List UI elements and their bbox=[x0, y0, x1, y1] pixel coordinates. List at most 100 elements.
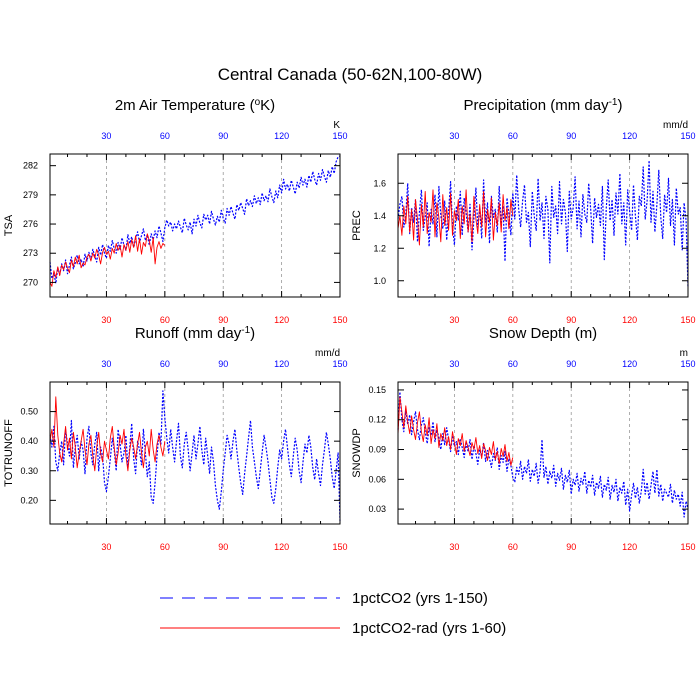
plot-frame bbox=[49, 153, 341, 298]
x-tick-label-top: 90 bbox=[218, 359, 228, 369]
unit-label: K bbox=[333, 120, 340, 131]
x-tick-label-bottom: 150 bbox=[332, 315, 347, 325]
panel-title-main: Precipitation (mm day bbox=[464, 97, 610, 114]
series-1pctco2-rad-line bbox=[49, 396, 166, 472]
x-tick-label-top: 150 bbox=[680, 131, 695, 141]
x-tick-label-bottom: 30 bbox=[449, 315, 459, 325]
panel-title-main: Runoff (mm day bbox=[135, 325, 242, 342]
x-tick-label-bottom: 30 bbox=[101, 542, 111, 552]
y-tick-label: 0.20 bbox=[20, 495, 38, 505]
x-tick-label-top: 90 bbox=[566, 131, 576, 141]
x-tick-label-bottom: 150 bbox=[332, 542, 347, 552]
x-tick-label-top: 30 bbox=[101, 131, 111, 141]
panel-title-end: ) bbox=[250, 325, 255, 342]
y-tick-label: 1.6 bbox=[373, 178, 386, 188]
x-tick-label-top: 60 bbox=[160, 131, 170, 141]
plot-frame bbox=[49, 381, 341, 525]
panel-prec: Precipitation (mm day-1) 30 30 60 60 90 90 120 1… bbox=[351, 97, 696, 326]
legend-label: 1pctCO2-rad (yrs 1-60) bbox=[352, 620, 506, 637]
panel-title-sup: -1 bbox=[241, 325, 250, 336]
series-1pctco2-rad-line bbox=[397, 396, 514, 466]
x-tick-label-bottom: 120 bbox=[274, 542, 289, 552]
panel-title-end: ) bbox=[617, 97, 622, 114]
series-1pctco2-rad-line bbox=[49, 233, 166, 287]
y-axis-label: TOTRUNOFF bbox=[3, 419, 15, 487]
legend-item: 1pctCO2 (yrs 1-150) bbox=[160, 590, 488, 607]
y-axis-label: TSA bbox=[3, 214, 15, 236]
y-tick-label: 0.30 bbox=[20, 466, 38, 476]
y-axis-label: PREC bbox=[351, 210, 363, 241]
x-tick-label-top: 30 bbox=[449, 131, 459, 141]
x-tick-label-bottom: 60 bbox=[160, 315, 170, 325]
y-tick-label: 0.40 bbox=[20, 436, 38, 446]
x-tick-label-bottom: 60 bbox=[508, 542, 518, 552]
x-tick-label-bottom: 90 bbox=[218, 542, 228, 552]
x-tick-label-top: 120 bbox=[274, 131, 289, 141]
x-tick-label-bottom: 120 bbox=[622, 315, 637, 325]
panel-totrunoff: Runoff (mm day-1) 30 30 60 60 90 90 120 120 150 15… bbox=[3, 325, 348, 553]
y-tick-label: 273 bbox=[23, 248, 38, 258]
x-tick-label-bottom: 120 bbox=[274, 315, 289, 325]
series-1pctco2-line bbox=[397, 391, 689, 518]
x-tick-label-bottom: 90 bbox=[566, 315, 576, 325]
x-tick-label-bottom: 90 bbox=[566, 542, 576, 552]
series-1pctco2-line bbox=[49, 155, 341, 284]
panel-title-sup: -1 bbox=[609, 97, 618, 108]
x-tick-label-top: 90 bbox=[566, 359, 576, 369]
legend: 1pctCO2 (yrs 1-150) 1pctCO2-rad (yrs 1-60… bbox=[160, 590, 506, 637]
x-tick-label-top: 60 bbox=[508, 131, 518, 141]
y-tick-label: 270 bbox=[23, 277, 38, 287]
panel-title: Precipitation (mm day-1) bbox=[464, 97, 623, 115]
panel-title: Snow Depth (m) bbox=[489, 325, 597, 342]
y-tick-label: 276 bbox=[23, 219, 38, 229]
y-axis-label: SNOWDP bbox=[351, 428, 363, 478]
x-tick-label-top: 60 bbox=[508, 359, 518, 369]
plot-frame bbox=[397, 381, 689, 525]
y-tick-label: 1.4 bbox=[373, 211, 386, 221]
series-1pctco2-line bbox=[49, 390, 341, 522]
y-tick-label: 0.06 bbox=[368, 474, 386, 484]
panel-tsa: 2m Air Temperature (oK) 30 30 60 60 90 90 120 12… bbox=[3, 97, 348, 326]
y-tick-label: 0.09 bbox=[368, 445, 386, 455]
unit-label: mm/d bbox=[315, 348, 340, 359]
panel-title-main: 2m Air Temperature ( bbox=[115, 97, 255, 114]
y-tick-label: 0.03 bbox=[368, 504, 386, 514]
y-tick-label: 0.12 bbox=[368, 415, 386, 425]
x-tick-label-top: 150 bbox=[332, 359, 347, 369]
x-tick-label-top: 30 bbox=[449, 359, 459, 369]
panel-title-sup: o bbox=[255, 97, 261, 108]
x-tick-label-bottom: 150 bbox=[680, 542, 695, 552]
x-tick-label-top: 90 bbox=[218, 131, 228, 141]
y-tick-label: 282 bbox=[23, 161, 38, 171]
series-1pctco2-line bbox=[397, 159, 689, 288]
x-tick-label-top: 150 bbox=[680, 359, 695, 369]
y-tick-label: 1.2 bbox=[373, 243, 386, 253]
panel-title: Runoff (mm day-1) bbox=[135, 325, 255, 343]
series-1pctco2-rad-line bbox=[397, 189, 514, 246]
legend-item: 1pctCO2-rad (yrs 1-60) bbox=[160, 620, 506, 637]
panel-title: 2m Air Temperature (oK) bbox=[115, 97, 275, 115]
x-tick-label-bottom: 60 bbox=[160, 542, 170, 552]
x-tick-label-bottom: 90 bbox=[218, 315, 228, 325]
x-tick-label-top: 30 bbox=[101, 359, 111, 369]
x-tick-label-top: 120 bbox=[274, 359, 289, 369]
plot-frame bbox=[397, 153, 689, 298]
x-tick-label-bottom: 120 bbox=[622, 542, 637, 552]
panel-snowdp: Snow Depth (m)303060609090120120150150m0… bbox=[351, 325, 696, 552]
panel-title-end: K) bbox=[260, 97, 275, 114]
x-tick-label-bottom: 60 bbox=[508, 315, 518, 325]
y-tick-label: 279 bbox=[23, 190, 38, 200]
figure-title: Central Canada (50-62N,100-80W) bbox=[218, 65, 483, 84]
panel-title-main: Snow Depth (m) bbox=[489, 325, 597, 342]
x-tick-label-top: 60 bbox=[160, 359, 170, 369]
legend-label: 1pctCO2 (yrs 1-150) bbox=[352, 590, 488, 607]
unit-label: m bbox=[680, 348, 688, 359]
x-tick-label-top: 150 bbox=[332, 131, 347, 141]
x-tick-label-top: 120 bbox=[622, 359, 637, 369]
y-tick-label: 0.15 bbox=[368, 385, 386, 395]
x-tick-label-bottom: 30 bbox=[449, 542, 459, 552]
x-tick-label-top: 120 bbox=[622, 131, 637, 141]
x-tick-label-bottom: 30 bbox=[101, 315, 111, 325]
y-tick-label: 1.0 bbox=[373, 276, 386, 286]
